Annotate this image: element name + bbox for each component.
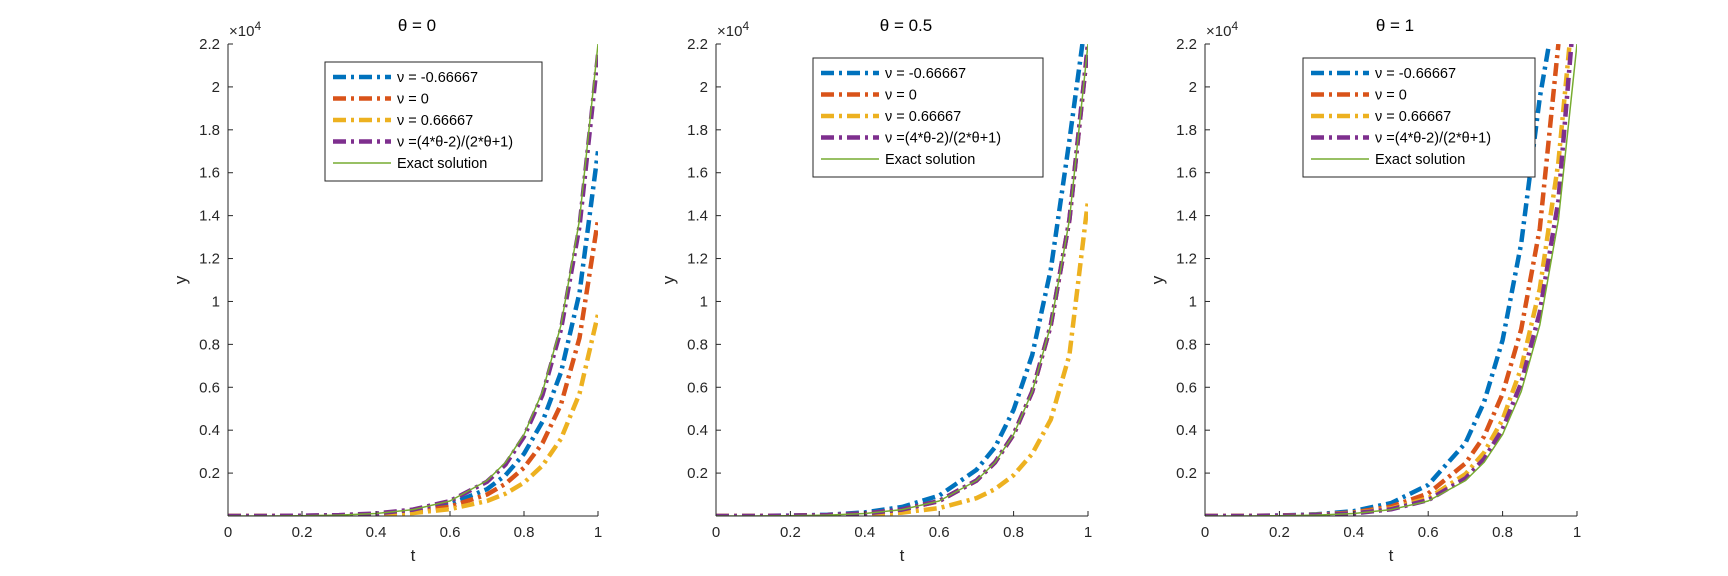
y-tick-label: 0.2 (1176, 465, 1197, 482)
x-tick-label: 0.8 (1003, 524, 1024, 541)
series-line-2 (228, 313, 598, 516)
y-tick-label: 0.2 (199, 465, 220, 482)
y-tick-label: 1.8 (199, 122, 220, 139)
x-tick-label: 0.8 (1492, 524, 1513, 541)
y-tick-label: 1.6 (687, 165, 708, 182)
legend-label-1: ν = 0 (397, 92, 429, 108)
y-tick-label: 1.6 (199, 165, 220, 182)
y-tick-label: 2.2 (687, 36, 708, 53)
x-axis-label: t (900, 546, 905, 565)
y-tick-label: 0.6 (687, 379, 708, 396)
y-exponent-label: ×104 (229, 19, 261, 40)
y-tick-label: 1.6 (1176, 165, 1197, 182)
subplot-theta-1: 0 0.2 0.4 0.6 0.8 1 0.2 0.4 0.6 0.8 1 1.2 1.4 1.6 1.8 2… (1148, 16, 1581, 565)
x-tick-label: 1 (1573, 524, 1581, 541)
x-tick-label: 0.6 (929, 524, 950, 541)
series-line-0 (1205, 44, 1552, 516)
y-exponent-label: ×104 (1206, 19, 1238, 40)
y-tick-label: 2.2 (199, 36, 220, 53)
legend-label-4: Exact solution (397, 156, 487, 172)
legend-label-3: ν =(4*θ-2)/(2*θ+1) (397, 135, 513, 151)
y-tick-label: 2 (1189, 79, 1197, 96)
y-tick-label: 1 (700, 293, 708, 310)
y-tick-label: 1.8 (1176, 122, 1197, 139)
legend-label-4: Exact solution (885, 152, 975, 168)
y-axis-label: y (171, 275, 190, 284)
x-tick-label: 1 (594, 524, 602, 541)
x-tick-label: 0.4 (1343, 524, 1364, 541)
y-tick-label: 2.2 (1176, 36, 1197, 53)
legend-label-0: ν = -0.66667 (397, 70, 478, 86)
x-tick-label: 0.4 (366, 524, 387, 541)
legend-label-3: ν =(4*θ-2)/(2*θ+1) (885, 131, 1001, 147)
y-tick-label: 1 (1189, 293, 1197, 310)
y-tick-label: 0.2 (687, 465, 708, 482)
x-tick-label: 0.2 (1269, 524, 1290, 541)
chart-title: θ = 1 (1376, 16, 1414, 35)
x-tick-label: 0 (224, 524, 232, 541)
x-axis-label: t (411, 546, 416, 565)
y-tick-label: 0.8 (687, 336, 708, 353)
x-tick-label: 0.2 (780, 524, 801, 541)
y-tick-label: 0.8 (1176, 336, 1197, 353)
y-exponent-label: ×104 (717, 19, 749, 40)
y-axis-label: y (1148, 275, 1167, 284)
y-tick-label: 1.4 (1176, 208, 1197, 225)
legend-label-1: ν = 0 (1375, 88, 1407, 104)
subplot-theta-0: 0 0.2 0.4 0.6 0.8 1 0.2 0.4 0.6 0.8 1 1.2 1.4 1.6 1.8 2… (171, 16, 602, 565)
y-tick-label: 1.8 (687, 122, 708, 139)
x-tick-label: 0 (712, 524, 720, 541)
legend-label-3: ν =(4*θ-2)/(2*θ+1) (1375, 131, 1491, 147)
series-line-1 (1205, 44, 1561, 516)
legend-label-1: ν = 0 (885, 88, 917, 104)
chart-title: θ = 0 (398, 16, 436, 35)
legend-label-2: ν = 0.66667 (397, 113, 473, 129)
x-tick-label: 0.6 (440, 524, 461, 541)
x-tick-label: 0.4 (854, 524, 875, 541)
chart-title: θ = 0.5 (880, 16, 932, 35)
y-tick-label: 1.2 (1176, 251, 1197, 268)
y-tick-label: 2 (700, 79, 708, 96)
legend-label-4: Exact solution (1375, 152, 1465, 168)
y-tick-label: 0.6 (199, 379, 220, 396)
legend-label-0: ν = -0.66667 (1375, 66, 1456, 82)
x-tick-label: 0.6 (1418, 524, 1439, 541)
legend-label-2: ν = 0.66667 (1375, 109, 1451, 125)
y-tick-label: 2 (212, 79, 220, 96)
legend-label-2: ν = 0.66667 (885, 109, 961, 125)
y-tick-label: 1.4 (687, 208, 708, 225)
y-tick-label: 0.4 (1176, 422, 1197, 439)
y-axis-label: y (659, 275, 678, 284)
series-line-0 (228, 151, 598, 516)
y-tick-label: 0.6 (1176, 379, 1197, 396)
x-tick-label: 0 (1201, 524, 1209, 541)
x-tick-label: 0.8 (514, 524, 535, 541)
subplot-theta-0.5: 0 0.2 0.4 0.6 0.8 1 0.2 0.4 0.6 0.8 1 1.2 1.4 1.6 1.8 2… (659, 16, 1092, 565)
y-tick-label: 1.4 (199, 208, 220, 225)
x-axis-label: t (1389, 546, 1394, 565)
x-tick-label: 0.2 (292, 524, 313, 541)
legend-label-0: ν = -0.66667 (885, 66, 966, 82)
x-tick-label: 1 (1084, 524, 1092, 541)
y-tick-label: 1 (212, 293, 220, 310)
y-tick-label: 0.8 (199, 336, 220, 353)
series-line-1 (228, 219, 598, 516)
y-tick-label: 1.2 (199, 251, 220, 268)
y-tick-label: 1.2 (687, 251, 708, 268)
y-tick-label: 0.4 (199, 422, 220, 439)
y-tick-label: 0.4 (687, 422, 708, 439)
